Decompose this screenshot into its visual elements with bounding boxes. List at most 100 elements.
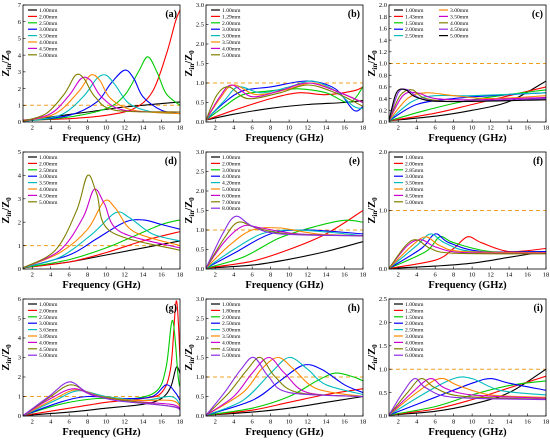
x-tick-label: 10 xyxy=(286,419,293,426)
x-tick-label: 16 xyxy=(341,419,348,426)
x-axis-title: Frequency (GHz) xyxy=(62,133,141,144)
legend-label: 4.00mm xyxy=(39,340,58,346)
legend-label: 5.00mm xyxy=(450,34,469,40)
legend-label: 6.00mm xyxy=(405,353,424,359)
x-tick-label: 12 xyxy=(304,272,311,279)
series-line-4.00mm xyxy=(206,82,363,121)
series-line-3.50mm xyxy=(23,74,180,122)
legend-label: 4.00mm xyxy=(405,340,424,346)
series-line-2.00mm xyxy=(23,231,180,269)
series-line-2.50mm xyxy=(23,219,180,269)
y-tick-label: 1 xyxy=(18,102,21,109)
series-line-1.00mm xyxy=(389,80,546,122)
legend-label: 3.00mm xyxy=(405,174,424,180)
panel-label: (g) xyxy=(165,303,177,314)
series-line-2.00mm xyxy=(389,236,546,269)
y-tick-label: 4 xyxy=(18,335,22,342)
legend-label: 3.89mm xyxy=(39,334,58,340)
x-tick-label: 2 xyxy=(397,125,400,132)
series-line-5.00mm xyxy=(389,88,546,121)
x-tick-label: 18 xyxy=(177,272,183,279)
x-tick-label: 12 xyxy=(121,419,128,426)
x-tick-label: 12 xyxy=(304,419,311,426)
legend-label: 2.00mm xyxy=(405,321,424,327)
series-line-4.00mm xyxy=(389,378,546,416)
x-tick-label: 12 xyxy=(121,125,128,132)
legend-label: 1.00mm xyxy=(39,8,58,14)
legend-label: 2.00mm xyxy=(39,308,58,314)
legend-label: 2.50mm xyxy=(39,21,58,27)
y-tick-label: 1.5 xyxy=(379,343,387,350)
series-line-3.00mm xyxy=(389,377,546,416)
x-tick-label: 10 xyxy=(469,419,476,426)
panel-label: (i) xyxy=(534,303,543,314)
series-line-5.00mm xyxy=(23,381,180,416)
series-line-3.00mm xyxy=(389,92,546,122)
y-tick-label: 0 xyxy=(18,413,21,420)
series-line-2.50mm xyxy=(389,92,546,122)
series-line-3.50mm xyxy=(206,356,363,416)
panel-label: (c) xyxy=(532,9,543,20)
panel-label: (b) xyxy=(348,9,360,20)
panel-label: (h) xyxy=(348,303,360,314)
x-tick-label: 6 xyxy=(251,272,255,279)
legend-label: 3.63mm xyxy=(39,328,58,334)
x-tick-label: 2 xyxy=(31,272,34,279)
legend: 1.00mm1.80mm2.00mm2.50mm3.00mm3.50mm4.00… xyxy=(211,302,241,359)
legend-label: 5.00mm xyxy=(39,200,58,206)
y-axis-title: Zin/Z0 xyxy=(367,344,379,371)
y-tick-label: 4 xyxy=(18,173,22,180)
legend-label: 1.50mm xyxy=(405,315,424,321)
x-tick-label: 14 xyxy=(506,125,513,132)
legend-label: 1.00mm xyxy=(39,302,58,308)
series-line-5.00mm xyxy=(206,227,363,269)
y-tick-label: 0.5 xyxy=(196,247,204,254)
x-tick-label: 16 xyxy=(158,419,165,426)
series-line-4.50mm xyxy=(23,76,180,122)
x-axis-title: Frequency (GHz) xyxy=(245,427,324,438)
x-tick-label: 18 xyxy=(360,125,366,132)
y-tick-label: 2.5 xyxy=(379,296,387,303)
series-line-5.00mm xyxy=(389,378,546,416)
y-tick-label: 5 xyxy=(18,316,21,323)
x-tick-label: 14 xyxy=(506,419,513,426)
x-tick-label: 16 xyxy=(341,272,348,279)
legend-label: 1.00mm xyxy=(222,302,241,308)
y-tick-label: 1.4 xyxy=(379,37,388,44)
x-tick-label: 18 xyxy=(543,272,549,279)
series-line-3.00mm xyxy=(23,69,180,122)
legend-label: 2.50mm xyxy=(39,168,58,174)
x-tick-label: 8 xyxy=(452,272,455,279)
legend-label: 4.20mm xyxy=(222,181,241,187)
series-line-2.50mm xyxy=(206,364,363,416)
y-tick-label: 3.0 xyxy=(196,149,204,156)
y-axis-title: Zin/Z0 xyxy=(184,197,196,224)
x-tick-label: 4 xyxy=(415,419,419,426)
series-line-1.00mm xyxy=(206,241,363,269)
x-tick-label: 6 xyxy=(68,125,72,132)
x-tick-label: 8 xyxy=(452,125,455,132)
x-tick-label: 4 xyxy=(49,125,53,132)
y-tick-label: 3.0 xyxy=(196,2,204,9)
series-line-1.00mm xyxy=(206,99,363,121)
series-line-4.00mm xyxy=(206,229,363,269)
x-tick-label: 18 xyxy=(360,419,366,426)
x-tick-label: 16 xyxy=(158,125,165,132)
x-axis-title: Frequency (GHz) xyxy=(428,133,507,144)
x-tick-label: 18 xyxy=(543,419,549,426)
legend-label: 4.00mm xyxy=(405,187,424,193)
series-line-8.00mm xyxy=(206,215,363,269)
y-tick-label: 1.6 xyxy=(379,26,388,33)
legend-label: 3.00mm xyxy=(39,174,58,180)
x-tick-label: 2 xyxy=(214,419,217,426)
legend: 1.00mm1.29mm2.00mm3.00mm3.00mm3.50mm4.00… xyxy=(211,8,241,59)
legend-label: 4.00mm xyxy=(450,21,469,27)
legend-label: 2.50mm xyxy=(39,315,58,321)
x-tick-label: 8 xyxy=(86,419,89,426)
y-tick-label: 2.0 xyxy=(196,335,204,342)
y-tick-label: 0 xyxy=(18,266,21,273)
x-tick-label: 18 xyxy=(543,125,549,132)
x-tick-label: 4 xyxy=(415,272,419,279)
series-line-1.80mm xyxy=(206,388,363,416)
